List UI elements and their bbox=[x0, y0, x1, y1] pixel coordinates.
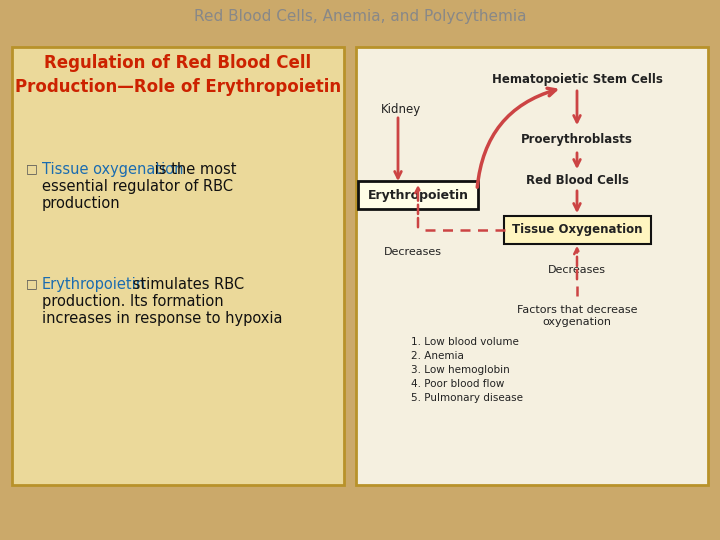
Text: 1. Low blood volume: 1. Low blood volume bbox=[411, 337, 519, 347]
Text: 5. Pulmonary disease: 5. Pulmonary disease bbox=[411, 393, 523, 403]
Text: stimulates RBC: stimulates RBC bbox=[128, 277, 244, 292]
Text: Decreases: Decreases bbox=[548, 265, 606, 275]
FancyBboxPatch shape bbox=[503, 216, 650, 244]
Text: □: □ bbox=[26, 277, 37, 290]
Text: Proerythroblasts: Proerythroblasts bbox=[521, 133, 633, 146]
Text: Red Blood Cells: Red Blood Cells bbox=[526, 173, 629, 186]
Text: Tissue Oxygenation: Tissue Oxygenation bbox=[512, 224, 642, 237]
FancyBboxPatch shape bbox=[356, 47, 708, 485]
Text: Regulation of Red Blood Cell
Production—Role of Erythropoietin: Regulation of Red Blood Cell Production—… bbox=[15, 54, 341, 96]
Text: Tissue oxygenation: Tissue oxygenation bbox=[42, 162, 184, 177]
Text: 3. Low hemoglobin: 3. Low hemoglobin bbox=[411, 365, 510, 375]
Text: Erythropoietin: Erythropoietin bbox=[367, 188, 469, 201]
Text: production: production bbox=[42, 196, 121, 211]
FancyBboxPatch shape bbox=[358, 181, 478, 209]
Text: is the most: is the most bbox=[150, 162, 236, 177]
Text: Decreases: Decreases bbox=[384, 247, 442, 257]
Text: Kidney: Kidney bbox=[381, 104, 421, 117]
Text: Hematopoietic Stem Cells: Hematopoietic Stem Cells bbox=[492, 73, 662, 86]
Text: production. Its formation: production. Its formation bbox=[42, 294, 224, 309]
Text: Red Blood Cells, Anemia, and Polycythemia: Red Blood Cells, Anemia, and Polycythemi… bbox=[194, 9, 526, 24]
Text: 2. Anemia: 2. Anemia bbox=[411, 351, 464, 361]
Text: increases in response to hypoxia: increases in response to hypoxia bbox=[42, 311, 282, 326]
Text: □: □ bbox=[26, 162, 37, 175]
Text: Erythropoietin: Erythropoietin bbox=[42, 277, 146, 292]
Text: 4. Poor blood flow: 4. Poor blood flow bbox=[411, 379, 505, 389]
Text: essential regulator of RBC: essential regulator of RBC bbox=[42, 179, 233, 194]
FancyBboxPatch shape bbox=[12, 47, 344, 485]
Text: Factors that decrease
oxygenation: Factors that decrease oxygenation bbox=[517, 305, 637, 327]
